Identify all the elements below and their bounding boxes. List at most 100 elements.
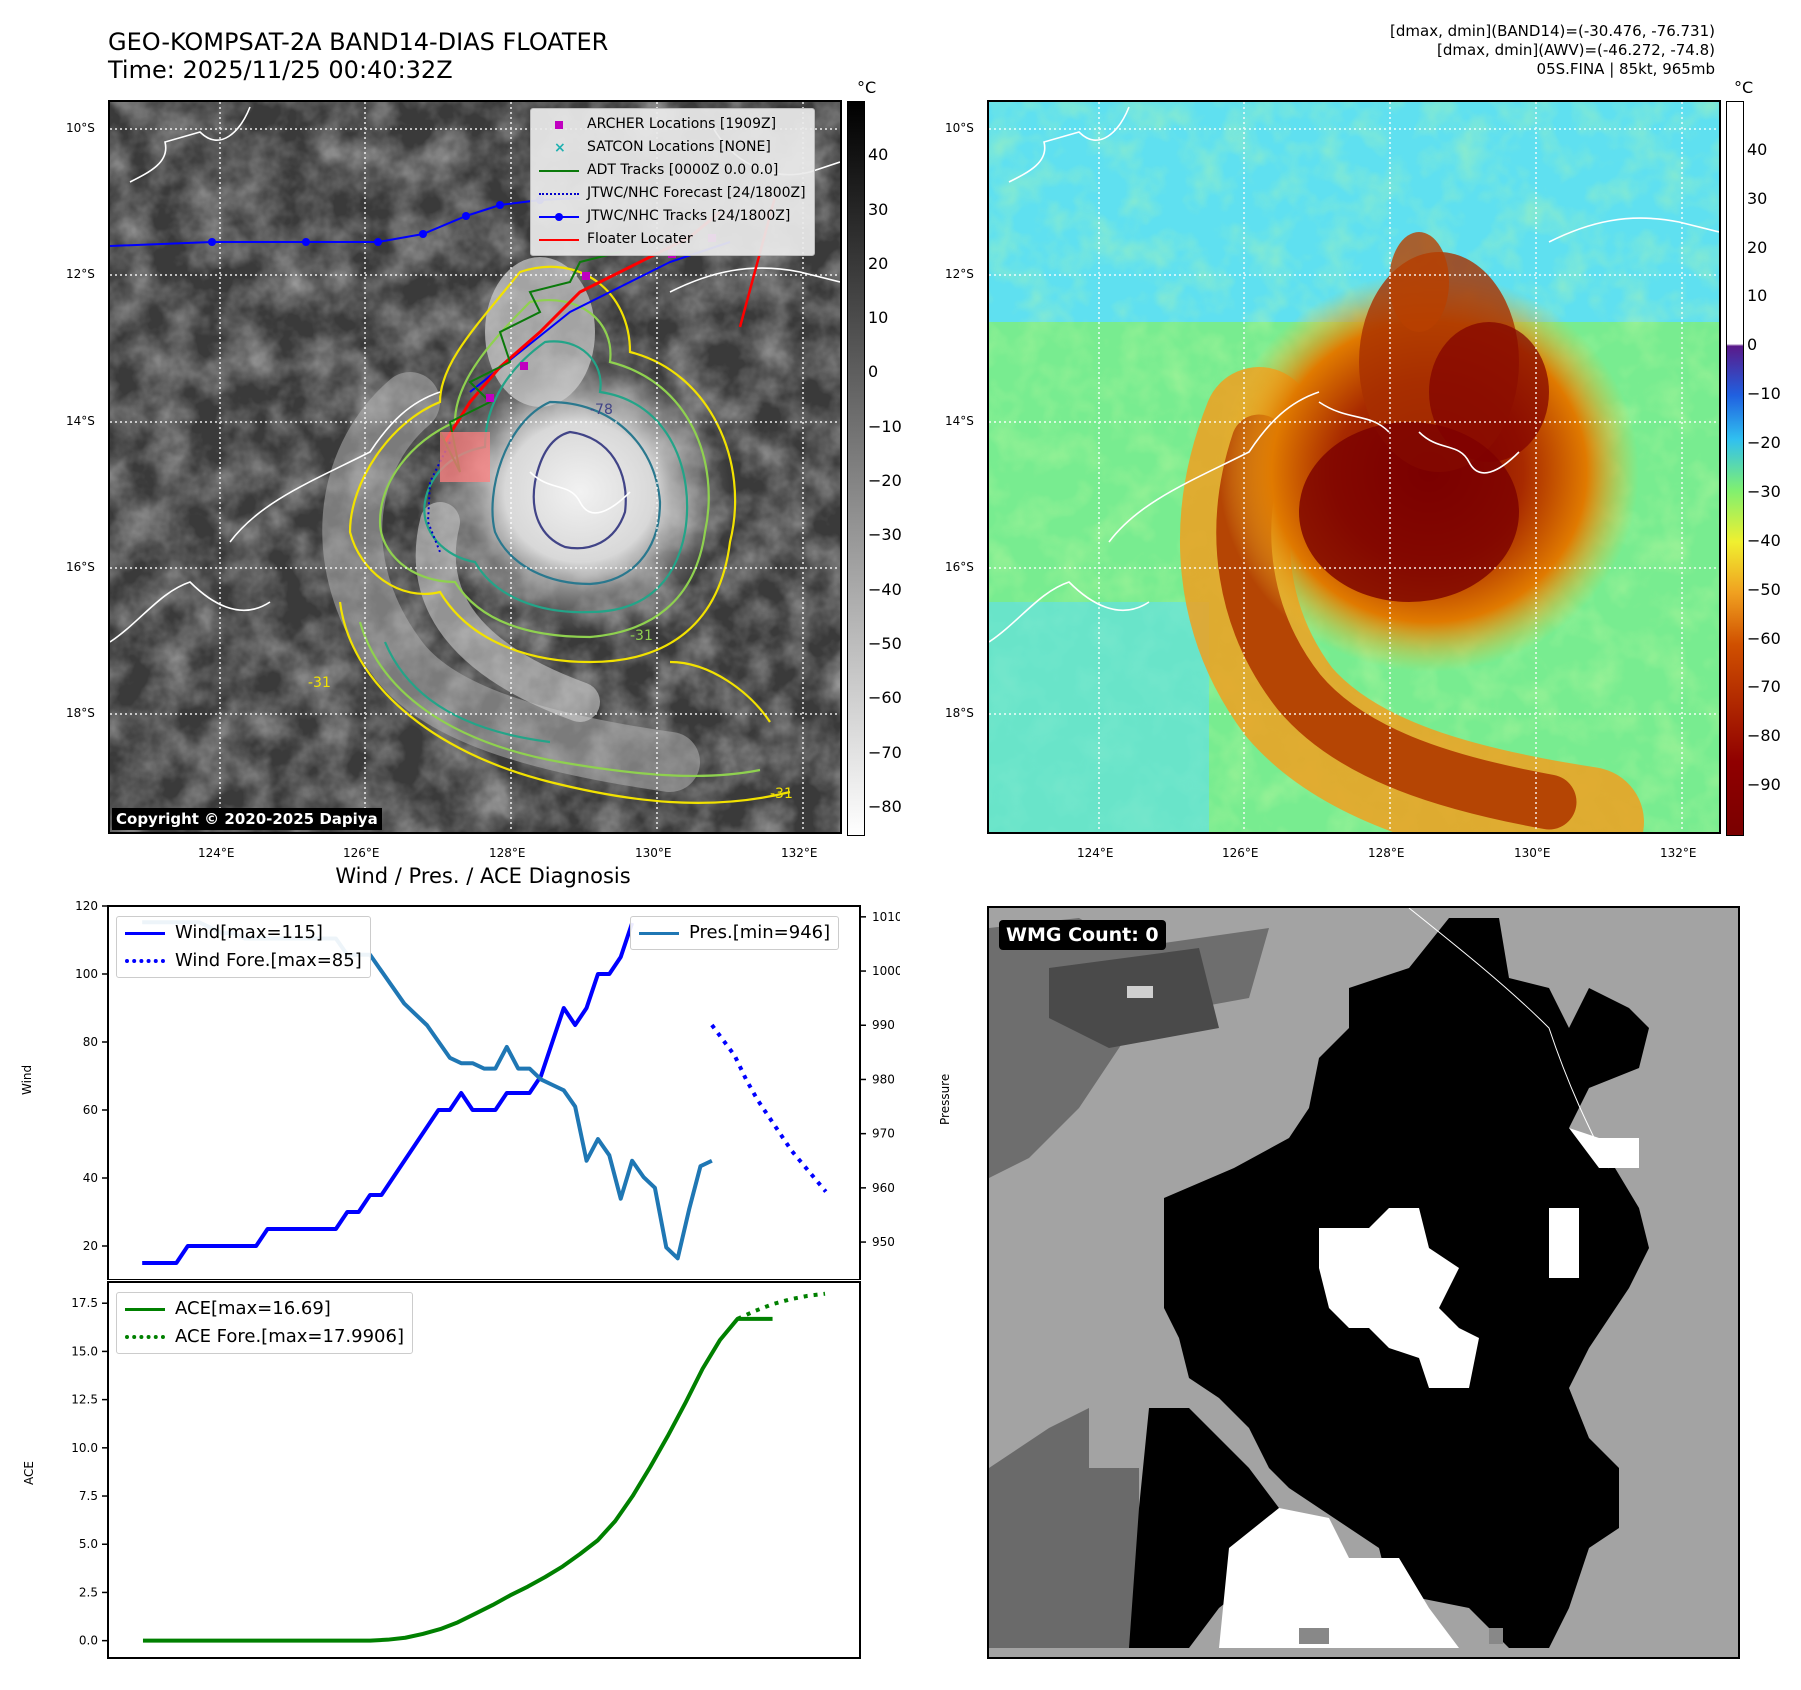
y-tick-label: 12.5 [71,1393,98,1407]
y2-tick-label: 950 [872,1235,895,1249]
lat-label: 10°S [66,121,95,135]
contour-label: -31 [630,628,653,644]
wind-legend: Wind[max=115] Wind Fore.[max=85] [116,916,371,978]
copyright-label: Copyright © 2020-2025 Dapiya [112,808,382,830]
legend-label: Pres.[min=946] [689,922,831,943]
ace-legend: ACE[max=16.69] ACE Fore.[max=17.9906] [116,1292,413,1354]
legend-label: ARCHER Locations [1909Z] [587,116,777,132]
ir-satellite-panel: -31 -31 -31 -78 [108,100,842,834]
lon-label: 128°E [489,846,526,860]
lat-label: 18°S [66,706,95,720]
legend-item-ace: ACE[max=16.69] [125,1295,404,1323]
y2-tick-label: 990 [872,1018,895,1032]
colorbar-tick-label: −60 [868,688,902,708]
line-icon [539,164,579,178]
legend-label: SATCON Locations [NONE] [587,139,771,155]
colorbar-tick-label: 10 [868,308,889,328]
y2-tick-label: 980 [872,1072,895,1086]
contour-label: -78 [590,402,613,418]
lon-label: 126°E [343,846,380,860]
colorbar-tick-label: −50 [868,633,902,653]
colorbar-tick-label: 0 [868,362,879,382]
legend-item-satcon: × SATCON Locations [NONE] [539,136,806,159]
y-tick-label: 40 [83,1171,98,1185]
colorbar-tick-label: 40 [868,145,889,165]
lat-label: 14°S [945,414,974,428]
colorbar-tick-label: −10 [868,416,902,436]
wmg-panel: WMG Count: 0 [987,906,1740,1659]
colorbar-tick-label: −50 [1747,579,1781,599]
legend-item-adt: ADT Tracks [0000Z 0.0 0.0] [539,159,806,182]
line-icon [125,931,165,935]
info-line1: [dmax, dmin](BAND14)=(-30.476, -76.731) [1390,22,1715,40]
y-tick-label: 5.0 [79,1537,98,1551]
colorbar-tick-label: −40 [1747,530,1781,550]
legend-label: ADT Tracks [0000Z 0.0 0.0] [587,162,779,178]
colorbar-tick-label: −30 [868,525,902,545]
colorbar-tick-label: −20 [868,471,902,491]
y-tick-label: 120 [75,899,98,913]
ir-colorbar [847,101,865,836]
y-tick-label: 20 [83,1239,98,1253]
lon-label: 128°E [1368,846,1405,860]
y-tick-label: 80 [83,1035,98,1049]
ace-chart: 0.0 2.5 5.0 7.5 10.0 12.5 15.0 17.5 [71,1281,861,1659]
plot-frame [107,1281,861,1659]
legend-item-ace-fore: ACE Fore.[max=17.9906] [125,1323,404,1351]
line-icon [639,931,679,935]
y-tick-label: 7.5 [79,1489,98,1503]
colorbar-tick-label: 40 [1747,139,1768,159]
contour-label: -31 [308,675,331,691]
x-marker-icon: × [554,139,566,156]
square-marker-icon [539,118,579,132]
colorbar-tick-label: −10 [1747,384,1781,404]
colorbar-unit: °C [1734,78,1754,97]
legend-label: Wind Fore.[max=85] [175,950,362,971]
wv-colorbar [1726,101,1744,836]
colorbar-tick-label: −90 [1747,775,1781,795]
y2-tick-label: 1010 [872,910,900,924]
legend-item-archer: ARCHER Locations [1909Z] [539,113,806,136]
y2-tick-label: 970 [872,1127,895,1141]
lat-label: 12°S [66,267,95,281]
y-tick-label: 0.0 [79,1634,98,1648]
y-tick-label: 10.0 [71,1441,98,1455]
ace-axis-label: ACE [22,1461,36,1485]
legend-label: Floater Locater [587,231,693,247]
lat-label: 16°S [66,560,95,574]
line-icon [539,233,579,247]
diagnosis-title: Wind / Pres. / ACE Diagnosis [335,864,631,888]
lon-label: 130°E [1514,846,1551,860]
plot-frame [107,905,861,1280]
legend-item-floater: Floater Locater [539,228,806,251]
y2-tick-label: 960 [872,1181,895,1195]
colorbar-tick-label: −40 [868,579,902,599]
lat-label: 14°S [66,414,95,428]
colorbar-tick-label: 20 [1747,237,1768,257]
colorbar-tick-label: 30 [868,199,889,219]
colorbar-tick-label: 0 [1747,335,1758,355]
info-block: [dmax, dmin](BAND14)=(-30.476, -76.731) … [1115,22,1715,79]
colorbar-tick-label: −80 [868,796,902,816]
lon-label: 130°E [635,846,672,860]
legend-label: ACE Fore.[max=17.9906] [175,1326,404,1347]
legend-item-wind: Wind[max=115] [125,919,362,947]
dotted-line-icon [539,187,579,201]
wind-axis-label: Wind [20,1064,34,1095]
lon-label: 124°E [198,846,235,860]
dotted-line-icon [125,1335,165,1339]
legend-item-tracks: JTWC/NHC Tracks [24/1800Z] [539,205,806,228]
wmg-image [989,908,1738,1657]
colorbar-tick-label: 20 [868,253,889,273]
figure-title-line1: GEO-KOMPSAT-2A BAND14-DIAS FLOATER [108,28,609,56]
lon-label: 126°E [1222,846,1259,860]
colorbar-tick-label: −60 [1747,628,1781,648]
legend-item-wind-fore: Wind Fore.[max=85] [125,947,362,975]
colorbar-tick-label: 30 [1747,188,1768,208]
colorbar-tick-label: 10 [1747,286,1768,306]
legend-label: Wind[max=115] [175,922,323,943]
wv-satellite-panel [987,100,1721,834]
figure-title-line2: Time: 2025/11/25 00:40:32Z [108,56,453,84]
lat-label: 16°S [945,560,974,574]
colorbar-unit: °C [857,78,877,97]
